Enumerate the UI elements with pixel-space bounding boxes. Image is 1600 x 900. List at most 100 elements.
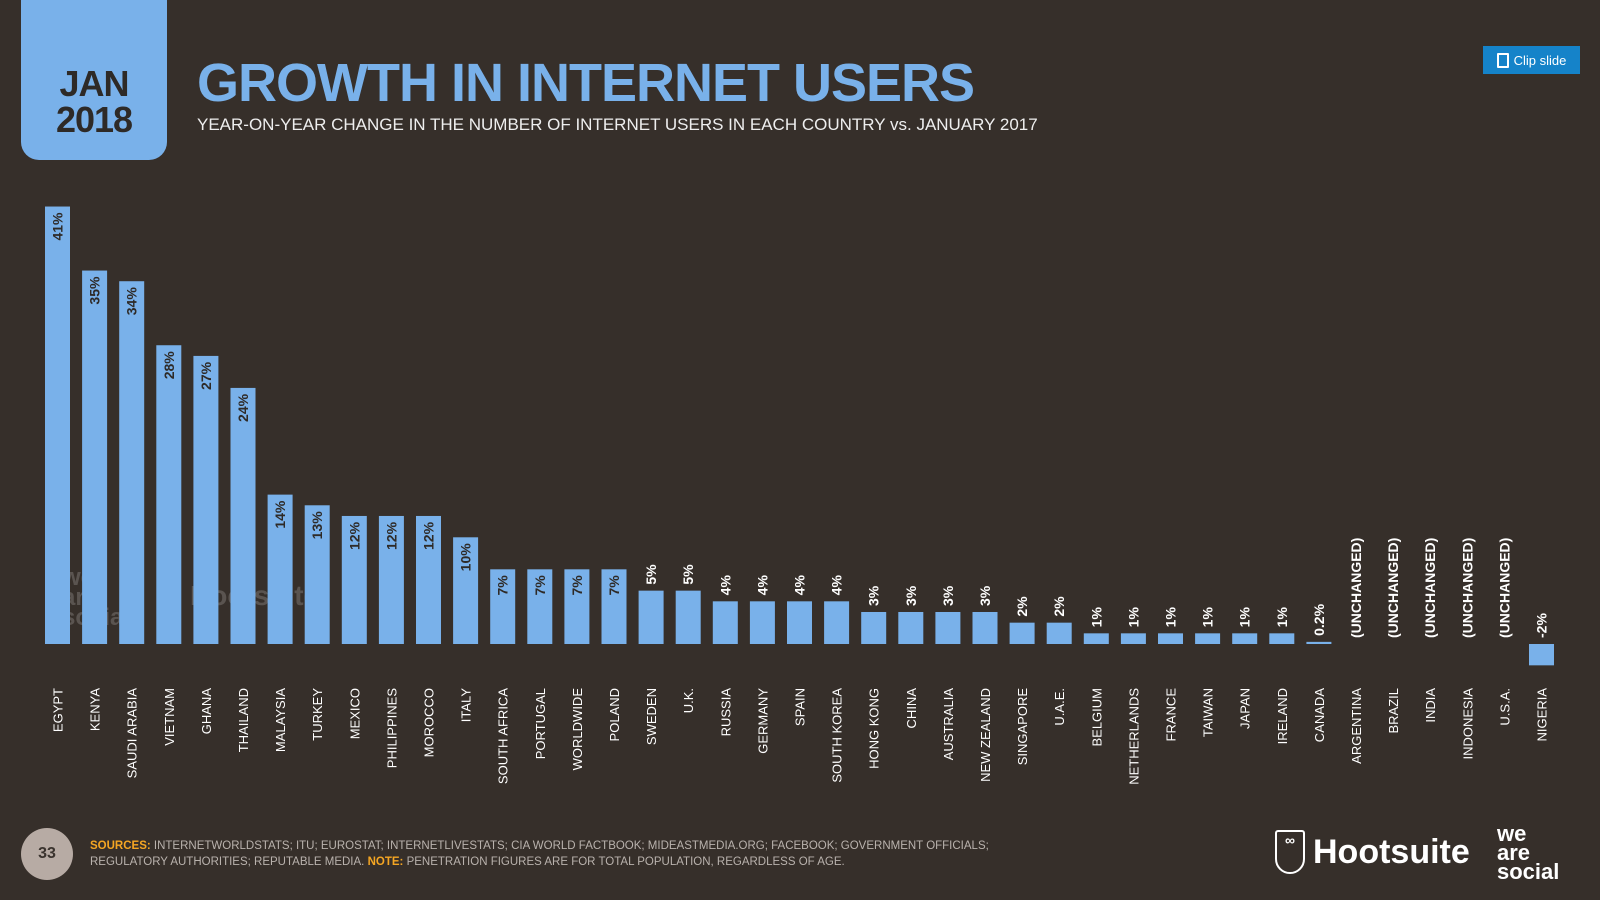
bar [490, 569, 516, 644]
bar [1009, 622, 1035, 644]
clip-slide-button[interactable]: Clip slide [1483, 46, 1580, 74]
bar [267, 494, 293, 644]
bar [304, 505, 330, 644]
bar [972, 611, 998, 644]
bar [824, 601, 850, 644]
bar [712, 601, 738, 644]
data-label: (UNCHANGED) [1348, 538, 1364, 638]
category-label: U.A.E. [1052, 688, 1067, 726]
category-label: WORLDWIDE [570, 688, 585, 771]
category-label: SOUTH KOREA [830, 688, 845, 783]
bar [1046, 622, 1072, 644]
clipboard-icon [1496, 52, 1509, 68]
bar [935, 611, 961, 644]
data-label: 41% [50, 212, 66, 241]
data-label: 4% [829, 575, 845, 596]
logo-word: we [1497, 821, 1527, 846]
data-label: 1% [1200, 607, 1216, 628]
data-label: 1% [1163, 607, 1179, 628]
category-label: GERMANY [755, 688, 770, 754]
we-are-social-logo: we are social [1497, 821, 1560, 884]
data-label: (UNCHANGED) [1385, 538, 1401, 638]
data-label: 5% [643, 564, 659, 585]
page-title: GROWTH IN INTERNET USERS [197, 53, 975, 113]
logo-word: social [1497, 859, 1560, 884]
category-label: BELGIUM [1089, 688, 1104, 747]
data-label: 3% [940, 585, 956, 606]
data-label: (UNCHANGED) [1459, 538, 1475, 638]
note-label: NOTE: [367, 856, 404, 868]
hootsuite-logo: ∞ Hootsuite [1275, 830, 1470, 874]
category-label: JAPAN [1238, 688, 1253, 729]
bar [453, 537, 479, 644]
category-label: ITALY [459, 688, 474, 723]
data-label: 2% [1014, 596, 1030, 617]
bar [230, 387, 256, 644]
category-label: EGYPT [51, 688, 66, 732]
category-label: CANADA [1312, 688, 1327, 743]
bar [1306, 641, 1332, 644]
data-label: 4% [754, 575, 770, 596]
category-label: THAILAND [236, 688, 251, 752]
category-label: ARGENTINA [1349, 688, 1364, 764]
bar [861, 611, 887, 644]
category-label: INDONESIA [1460, 688, 1475, 760]
note-text: PENETRATION FIGURES ARE FOR TOTAL POPULA… [406, 856, 845, 868]
category-label: SOUTH AFRICA [496, 688, 511, 784]
data-label: 3% [866, 585, 882, 606]
category-label: SINGAPORE [1015, 688, 1030, 766]
bar [156, 345, 182, 644]
bar [1120, 633, 1146, 644]
data-label: 3% [977, 585, 993, 606]
data-label: 12% [421, 521, 437, 550]
data-label: 13% [309, 511, 325, 540]
sources-note: SOURCES: INTERNETWORLDSTATS; ITU; EUROST… [90, 838, 990, 870]
bar [378, 515, 404, 644]
category-label: HONG KONG [867, 688, 882, 769]
bar [1529, 644, 1554, 666]
owl-icon: ∞ [1275, 830, 1305, 874]
data-label: 28% [161, 351, 177, 380]
category-label: AUSTRALIA [941, 688, 956, 761]
data-label: 1% [1088, 607, 1104, 628]
category-label: INDIA [1423, 688, 1438, 723]
data-label: -2% [1534, 613, 1550, 638]
bar [787, 601, 812, 644]
bar [564, 569, 590, 644]
data-label: 24% [235, 393, 251, 422]
category-label: PHILIPPINES [384, 688, 399, 769]
date-month: JAN [59, 63, 129, 104]
category-label: MOROCCO [422, 688, 437, 757]
data-label: 10% [458, 543, 474, 572]
data-label: 27% [198, 361, 214, 390]
bar [1158, 633, 1183, 644]
bar [1232, 633, 1258, 644]
category-label: RUSSIA [718, 688, 733, 737]
category-label: IRELAND [1275, 688, 1290, 744]
category-label: SAUDI ARABIA [125, 688, 140, 779]
data-label: 12% [383, 521, 399, 550]
logo-word: are [1497, 840, 1531, 865]
category-label: U.K. [681, 688, 696, 713]
category-label: CHINA [904, 688, 919, 729]
category-label: U.S.A. [1497, 688, 1512, 726]
category-label: NEW ZEALAND [978, 688, 993, 782]
bar [527, 569, 553, 644]
bar [193, 355, 219, 644]
data-label: 7% [569, 575, 585, 596]
bar [1269, 633, 1295, 644]
data-label: 4% [717, 575, 733, 596]
category-label: POLAND [607, 688, 622, 741]
data-label: 1% [1237, 607, 1253, 628]
category-label: PORTUGAL [533, 688, 548, 759]
category-label: BRAZIL [1386, 688, 1401, 734]
bar [749, 601, 775, 644]
sources-label: SOURCES: [90, 840, 151, 852]
data-label: 7% [532, 575, 548, 596]
data-label: 7% [606, 575, 622, 596]
category-label: SWEDEN [644, 688, 659, 745]
bar [45, 206, 70, 644]
category-label: NETHERLANDS [1126, 688, 1141, 785]
category-label: TURKEY [310, 688, 325, 741]
bar [638, 590, 664, 644]
